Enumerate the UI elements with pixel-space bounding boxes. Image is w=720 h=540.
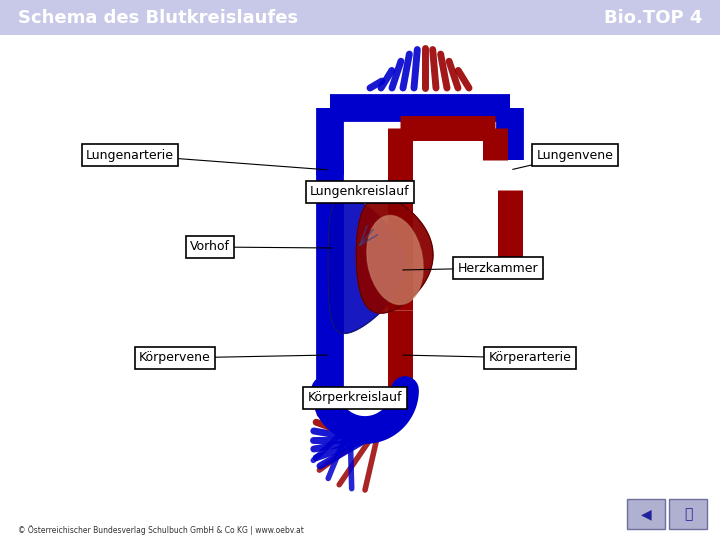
FancyBboxPatch shape [669, 499, 707, 529]
Text: Lungenkreislauf: Lungenkreislauf [310, 186, 410, 199]
Polygon shape [328, 197, 405, 333]
Text: Körperkreislauf: Körperkreislauf [307, 392, 402, 404]
Text: Lungenvene: Lungenvene [536, 148, 613, 161]
Ellipse shape [366, 215, 423, 305]
Text: ⓘ: ⓘ [684, 507, 692, 521]
Text: Lungenarterie: Lungenarterie [86, 148, 174, 161]
Text: Schema des Blutkreislaufes: Schema des Blutkreislaufes [18, 9, 298, 27]
Text: ◀: ◀ [641, 507, 652, 521]
Text: © Österreichischer Bundesverlag Schulbuch GmbH & Co KG | www.oebv.at: © Österreichischer Bundesverlag Schulbuc… [18, 525, 304, 535]
Text: Körperarterie: Körperarterie [489, 352, 572, 365]
Polygon shape [356, 197, 433, 313]
Text: Herzkammer: Herzkammer [458, 261, 539, 274]
Text: Bio.TOP 4: Bio.TOP 4 [603, 9, 702, 27]
FancyBboxPatch shape [627, 499, 665, 529]
Text: Körpervene: Körpervene [139, 352, 211, 365]
FancyBboxPatch shape [0, 0, 720, 35]
Text: Vorhof: Vorhof [190, 240, 230, 253]
